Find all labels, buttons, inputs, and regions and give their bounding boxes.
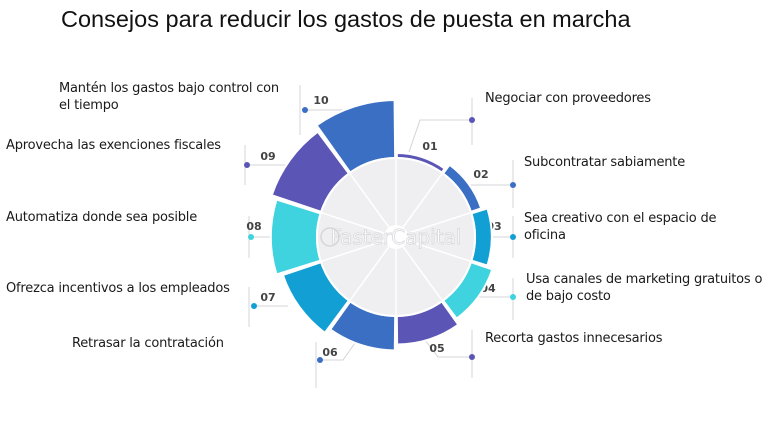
tip-label-01: Negociar con proveedores — [485, 91, 651, 106]
connector-dot-03 — [510, 234, 516, 240]
connector-dot-04 — [510, 294, 516, 300]
connector-line-06 — [320, 342, 356, 361]
tip-label-09: Aprovecha las exenciones fiscales — [6, 138, 221, 153]
inner-divider — [395, 236, 444, 302]
watermark-text: FasterCapital — [331, 225, 462, 249]
tip-label-08: Automatiza donde sea posible — [6, 210, 197, 225]
inner-divider — [320, 236, 397, 263]
inner-divider — [348, 172, 397, 238]
inner-divider — [320, 211, 397, 238]
tip-number-01: 01 — [422, 140, 437, 153]
tip-number-02: 02 — [473, 168, 488, 181]
connector-dot-02 — [510, 182, 516, 188]
inner-divider — [395, 172, 444, 238]
tip-label-06: Retrasar la contratación — [72, 336, 224, 351]
tip-label-07: Ofrezca incentivos a los empleados — [6, 281, 230, 296]
segment-08 — [269, 198, 322, 276]
inner-divider — [395, 236, 472, 263]
tip-number-05: 05 — [429, 342, 444, 355]
tip-label-04: Usa canales de marketing gratuitos o de … — [526, 272, 763, 304]
tip-number-07: 07 — [260, 291, 275, 304]
connector-dot-05 — [469, 354, 475, 360]
watermark-logo-icon — [320, 227, 340, 247]
inner-divider — [395, 211, 472, 238]
connector-line-05 — [424, 339, 472, 358]
tip-label-02: Subcontratar sabiamente — [524, 155, 685, 170]
tip-label-10: Mantén los gastos bajo control con el ti… — [59, 81, 279, 113]
connector-dot-10 — [302, 107, 308, 113]
connector-dot-01 — [469, 117, 475, 123]
inner-divider — [348, 236, 397, 302]
tip-number-10: 10 — [313, 94, 329, 107]
connector-dot-08 — [248, 234, 254, 240]
tip-label-05: Recorta gastos innecesarios — [485, 331, 663, 346]
page-title: Consejos para reducir los gastos de pues… — [61, 6, 631, 32]
tip-number-06: 06 — [322, 346, 338, 359]
connector-line-01 — [408, 119, 472, 153]
tip-label-03: Sea creativo con el espacio de oficina — [524, 211, 717, 243]
tip-number-08: 08 — [246, 220, 261, 233]
connector-dot-09 — [244, 162, 250, 168]
connector-dot-06 — [317, 357, 323, 363]
connector-dot-07 — [251, 303, 257, 309]
center-hub — [384, 225, 408, 249]
tip-number-09: 09 — [260, 150, 275, 163]
